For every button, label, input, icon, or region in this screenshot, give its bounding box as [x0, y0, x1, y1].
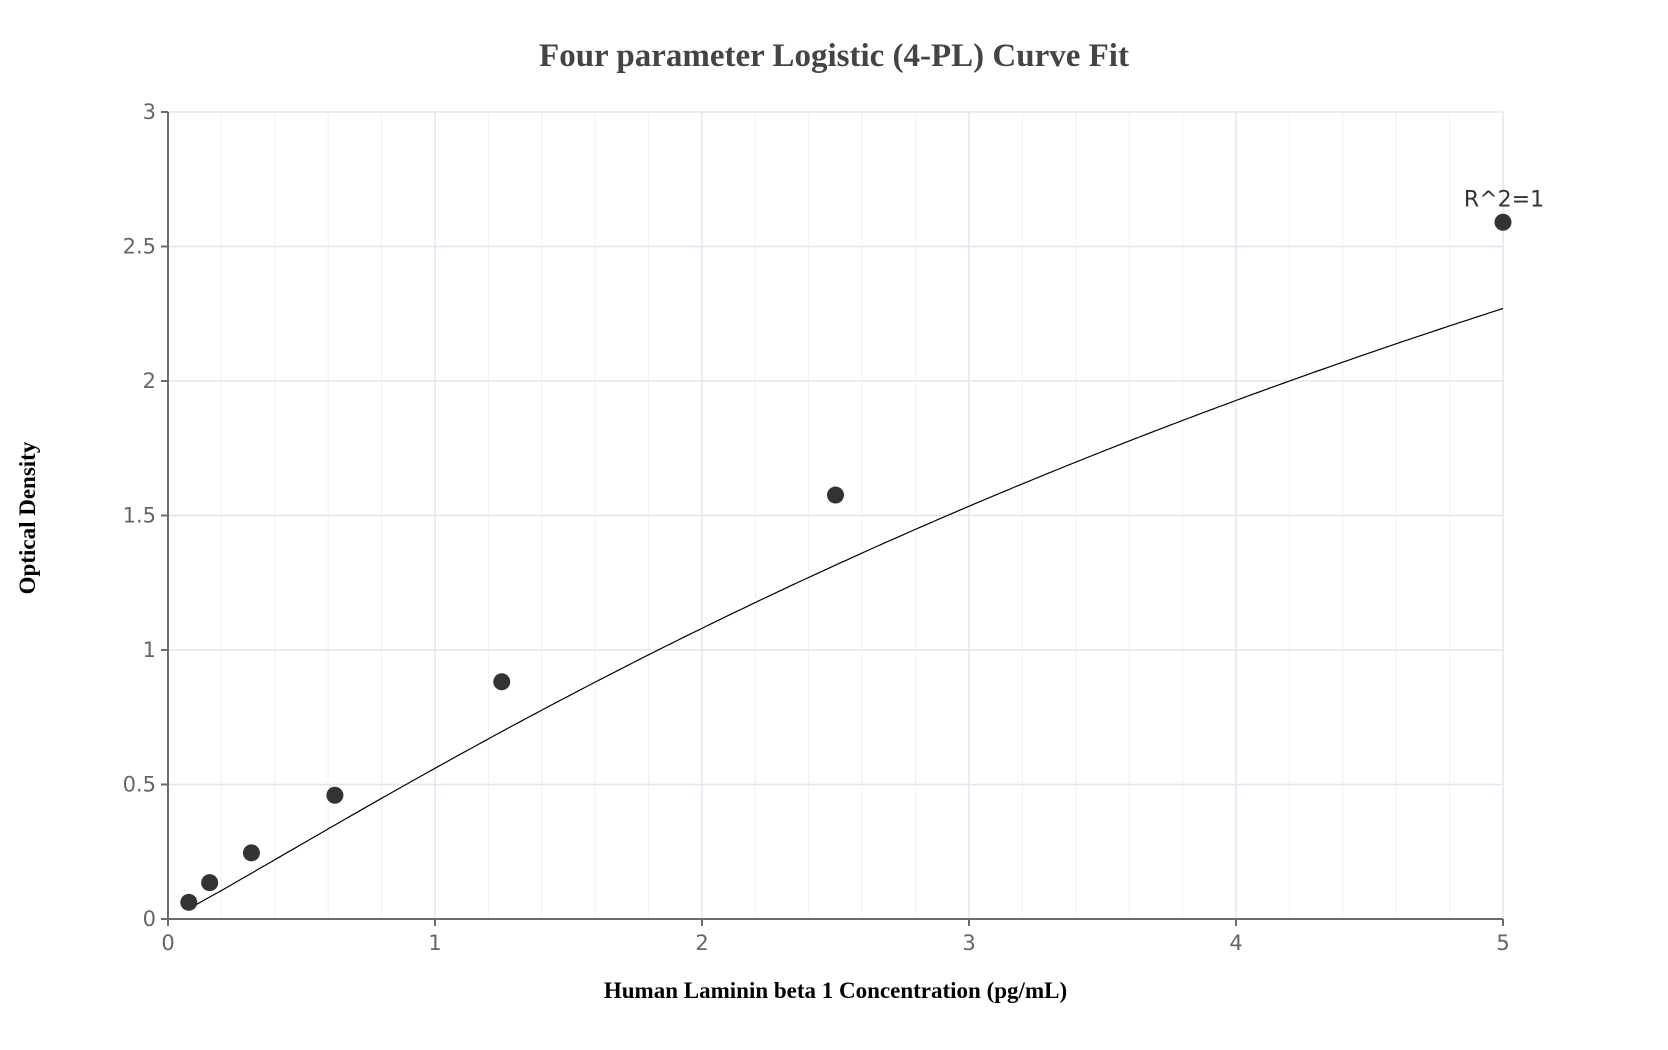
- x-axis-label: Human Laminin beta 1 Concentration (pg/m…: [603, 978, 1068, 1003]
- data-point: [242, 844, 260, 862]
- data-point: [180, 893, 198, 911]
- y-tick-label: 1.5: [123, 504, 156, 528]
- y-axis-label: Optical Density: [15, 441, 40, 595]
- x-tick-label: 0: [161, 931, 174, 955]
- x-tick-label: 3: [962, 931, 975, 955]
- y-tick-label: 2.5: [123, 235, 156, 259]
- chart-title: Four parameter Logistic (4-PL) Curve Fit: [539, 38, 1129, 74]
- y-tick-label: 1: [143, 638, 156, 662]
- x-tick-label: 5: [1496, 931, 1509, 955]
- data-point: [827, 486, 844, 504]
- y-tick-label: 0.5: [123, 773, 156, 797]
- data-point: [326, 786, 344, 804]
- data-point: [201, 874, 219, 892]
- fit-curve: [188, 307, 1504, 910]
- y-tick-label: 3: [143, 100, 156, 124]
- data-point: [1494, 213, 1512, 231]
- y-tick-label: 0: [143, 907, 156, 931]
- x-tick-label: 1: [428, 931, 441, 955]
- r-squared-annotation: R^2=1: [1464, 187, 1544, 212]
- x-tick-label: 4: [1229, 931, 1242, 955]
- x-tick-label: 2: [695, 931, 708, 955]
- data-point: [493, 673, 511, 691]
- y-tick-label: 2: [143, 369, 156, 393]
